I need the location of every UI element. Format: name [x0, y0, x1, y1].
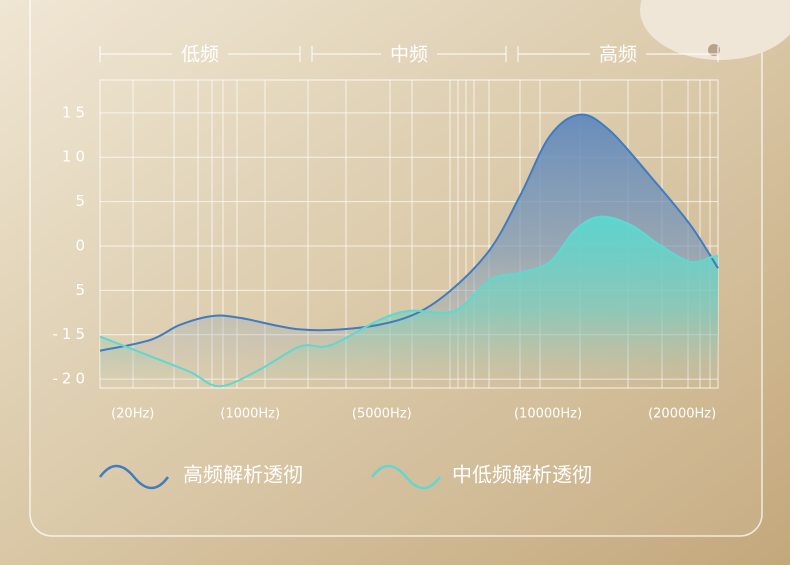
y-tick-label: 5 — [75, 192, 89, 210]
legend-label: 高频解析透彻 — [183, 463, 303, 487]
band-bracket — [517, 46, 719, 62]
y-tick-label: 15 — [62, 103, 89, 121]
x-tick-label: (20Hz) — [111, 407, 154, 422]
band-label: 低频 — [181, 44, 219, 66]
line — [99, 215, 719, 388]
y-tick-label: 0 — [75, 236, 89, 254]
x-tick-label: (5000Hz) — [352, 407, 412, 422]
area — [100, 216, 718, 388]
x-tick-label: (1000Hz) — [220, 407, 280, 422]
line — [99, 113, 719, 352]
y-tick-label: 5 — [75, 281, 89, 299]
band-bracket — [99, 46, 301, 62]
y-tick-label: 10 — [62, 148, 89, 166]
y-tick-label: -15 — [53, 325, 90, 343]
legend-icon — [98, 464, 170, 490]
x-tick-label: (10000Hz) — [514, 407, 582, 422]
band-label: 中频 — [390, 44, 428, 66]
legend-icon — [370, 464, 442, 490]
product-hole — [708, 44, 720, 56]
band-label: 高频 — [599, 44, 637, 66]
y-tick-label: -20 — [53, 370, 90, 388]
band-bracket — [311, 46, 507, 62]
x-tick-label: (20000Hz) — [648, 407, 716, 422]
legend-label: 中低频解析透彻 — [452, 463, 592, 487]
product-edge — [640, 0, 790, 60]
